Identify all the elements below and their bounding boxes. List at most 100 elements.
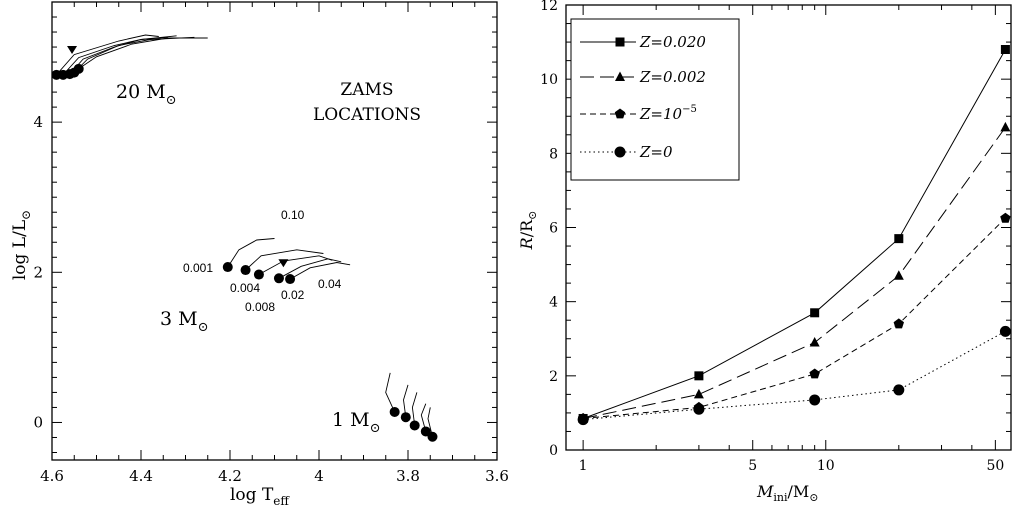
hr-track [258,255,333,275]
legend-marker-sample [614,108,626,119]
rm-x-tick-label: 5 [748,458,757,474]
hr-y-tick-label: 0 [33,413,43,431]
rm-data-point [893,318,904,329]
hr-zams-point [420,426,431,437]
hr-track [289,262,351,280]
metallicity-label-0.04: 0.04 [318,277,342,291]
hr-x-tick-label: 3.6 [485,467,509,485]
hr-track-marker [67,46,78,55]
legend-box [570,18,740,181]
rm-data-point [577,414,589,426]
legend-label-z0002: Z=0.002 [639,68,706,86]
metallicity-label-0.001: 0.001 [183,261,213,275]
hr-diagram-panel: 4.6 4.4 4.2 4 3.8 3.6 0 2 4 ZAMS LOCATIONS 20 M⊙… [10,1,509,508]
metallicity-label-0.10: 0.10 [281,208,305,222]
legend-marker-sample [614,146,626,158]
hr-x-tick-label: 4.4 [129,467,153,485]
rm-data-point [1000,121,1011,132]
hr-track [78,37,208,70]
zams-annotation-line1: ZAMS [340,80,393,100]
legend-samples [580,37,636,158]
rm-axis-ticks [566,4,1011,451]
hr-x-tick-label: 4 [314,467,324,485]
legend-label-z0: Z=0 [639,143,673,161]
rm-y-tick-label: 2 [549,369,558,385]
rm-data-point [999,325,1011,337]
rm-series-markers [577,45,1011,426]
hr-zams-point [273,273,284,284]
hr-track [420,403,427,432]
rm-x-tick-label: 1 [579,458,588,474]
rm-series-line [583,330,1006,421]
hr-y-tick-label: 2 [33,263,43,281]
mass-label-1: 1 M⊙ [332,409,381,436]
hr-zams-point [240,265,251,276]
hr-zams-point [222,262,233,273]
hr-track [56,34,159,76]
hr-track [427,407,433,437]
metallicity-label-0.008: 0.008 [245,300,275,314]
radius-mass-panel: 1 5 10 50 0 2 4 6 8 10 12 Z=0.020 Z=0.002 Z=10−5 Z… [517,0,1012,504]
rm-data-point [809,394,821,406]
hr-x-tick-label: 4.6 [40,467,64,485]
rm-y-tick-label: 10 [540,72,558,88]
legend-marker-sample [615,37,625,47]
hr-x-tick-label: 3.8 [396,467,420,485]
mass-label-20: 20 M⊙ [116,81,177,108]
hr-track [73,36,195,73]
hr-zams-point [253,269,264,280]
hr-tick-labels: 4.6 4.4 4.2 4 3.8 3.6 0 2 4 [33,113,508,485]
hr-zams-points [51,46,438,442]
rm-y-tick-label: 12 [540,0,558,14]
rm-data-point [693,388,704,399]
rm-tick-labels: 1 5 10 50 0 2 4 6 8 10 12 [540,0,1004,474]
rm-x-axis-label: Mini/M⊙ [756,482,819,504]
hr-zams-point [409,420,420,431]
rm-y-tick-label: 6 [549,221,558,237]
hr-y-axis-label: log L/L⊙ [10,210,33,280]
rm-data-point [893,384,905,396]
hr-zams-point [389,406,400,417]
hr-zams-point [285,274,296,285]
hr-track [403,384,409,418]
legend-label-z0020: Z=0.020 [639,33,706,51]
hr-zams-point [400,412,411,423]
rm-data-point [893,270,904,280]
legend-label-z1e-5: Z=10−5 [639,104,697,123]
metallicity-label-0.02: 0.02 [281,288,305,302]
rm-y-tick-label: 8 [549,146,558,162]
rm-series-line [583,217,1006,419]
rm-y-tick-label: 4 [549,295,558,311]
rm-data-point [1000,45,1010,54]
rm-y-axis-label: R/R⊙ [517,211,539,251]
hr-track [278,258,342,279]
rm-y-tick-label: 0 [549,443,558,459]
hr-axis-ticks [51,1,498,460]
hr-x-tick-label: 4.2 [218,467,242,485]
legend: Z=0.020 Z=0.002 Z=10−5 Z=0 [570,18,740,181]
zams-annotation-line2: LOCATIONS [313,105,421,125]
hr-zams-point [427,431,438,442]
hr-track [245,249,324,271]
rm-data-point [694,371,704,381]
hr-track [227,238,275,268]
hr-y-tick-label: 4 [33,113,43,131]
rm-data-point [693,403,705,415]
hr-zams-point [73,63,84,74]
rm-data-point [810,308,820,318]
hr-track [385,372,396,413]
rm-x-tick-label: 50 [986,458,1004,474]
hr-plot-frame [51,1,498,461]
legend-marker-sample [615,71,625,81]
hr-x-axis-label: log Teff [230,485,290,508]
rm-data-point [894,234,904,244]
mass-label-3: 3 M⊙ [160,308,209,335]
rm-data-point [809,368,820,379]
hr-track-marker [278,259,289,268]
hr-track [411,392,418,426]
rm-data-point [1000,212,1011,223]
metallicity-label-0.004: 0.004 [230,281,260,295]
rm-data-point [809,336,820,347]
rm-x-tick-label: 10 [817,458,835,474]
